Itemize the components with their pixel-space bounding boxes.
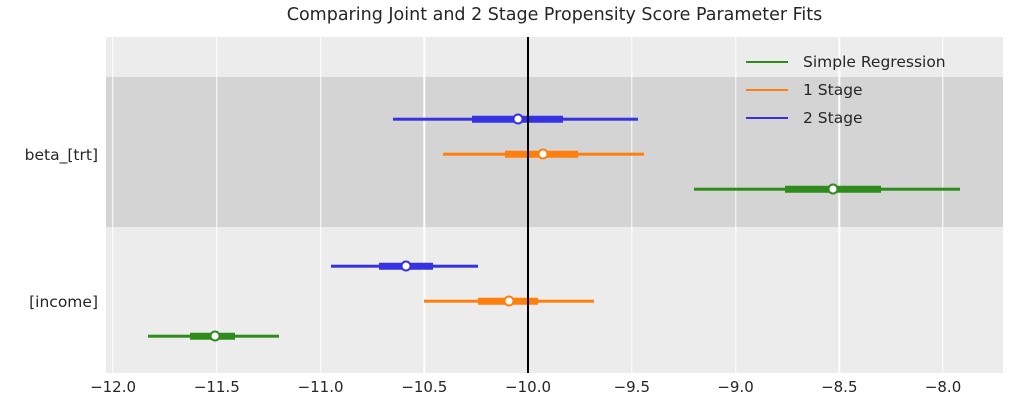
gridline-x--12 xyxy=(112,37,114,373)
point-marker-simple-regression-beta-trt xyxy=(827,183,839,195)
gridline-x--11 xyxy=(319,37,322,373)
legend-row-simple-regression: Simple Regression xyxy=(746,48,946,76)
point-marker-1-stage-beta-trt xyxy=(537,148,549,160)
point-marker-2-stage-beta-trt xyxy=(512,113,524,125)
x-tick-label--11.5: −11.5 xyxy=(193,378,240,396)
reference-line xyxy=(527,37,530,373)
x-tick-label--8.5: −8.5 xyxy=(821,378,858,396)
legend-line-icon-2-stage xyxy=(746,116,788,120)
plot-area xyxy=(106,37,1003,373)
gridline-x--8.5 xyxy=(838,37,840,373)
point-marker-simple-regression-income xyxy=(209,330,221,342)
legend-row-1-stage: 1 Stage xyxy=(746,76,946,104)
gridline-x--8 xyxy=(942,37,944,373)
point-marker-1-stage-income xyxy=(503,295,515,307)
x-tick-label--9: −9.0 xyxy=(717,378,754,396)
legend-line-icon-1-stage xyxy=(746,88,788,92)
y-axis-label-beta-trt: beta_[trt] xyxy=(24,146,98,164)
legend-label-2-stage: 2 Stage xyxy=(803,109,863,127)
gridline-x--10.5 xyxy=(423,37,425,373)
x-tick-label--11: −11.0 xyxy=(297,378,344,396)
x-tick-label--10.5: −10.5 xyxy=(401,378,448,396)
y-axis-label-income: [income] xyxy=(29,293,98,311)
gridline-x--9 xyxy=(734,37,737,373)
x-tick-label--10: −10.0 xyxy=(505,378,552,396)
chart-title: Comparing Joint and 2 Stage Propensity S… xyxy=(286,5,823,25)
legend-line-icon-simple-regression xyxy=(746,60,788,64)
legend-row-2-stage: 2 Stage xyxy=(746,104,946,132)
point-marker-2-stage-income xyxy=(400,260,412,272)
legend: Simple Regression 1 Stage 2 Stage xyxy=(746,48,946,132)
gridline-x--11.5 xyxy=(216,37,218,373)
x-tick-label--8: −8.0 xyxy=(924,378,962,396)
legend-label-simple-regression: Simple Regression xyxy=(803,53,946,71)
gridline-x--9.5 xyxy=(631,37,633,373)
x-tick-label--12: −12.0 xyxy=(90,378,137,396)
x-tick-label--9.5: −9.5 xyxy=(613,378,650,396)
legend-label-1-stage: 1 Stage xyxy=(803,81,863,99)
